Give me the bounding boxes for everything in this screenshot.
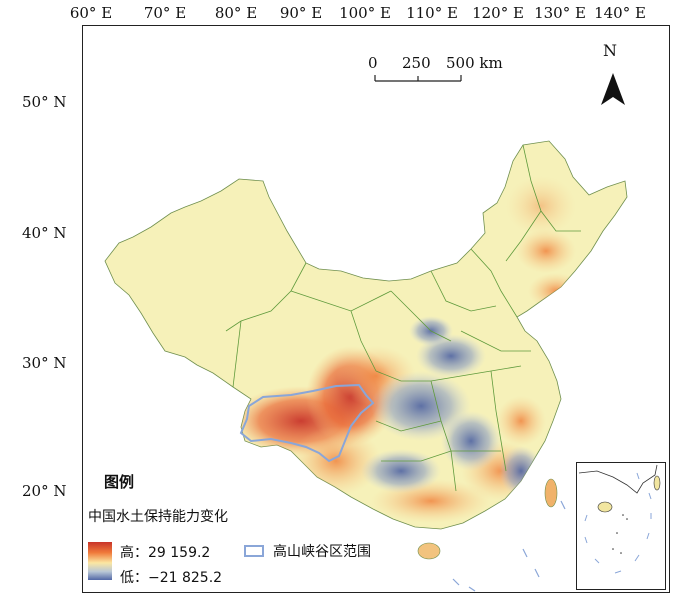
lon-label-120: 120° E: [472, 4, 524, 22]
lon-label-110: 110° E: [406, 4, 458, 22]
lat-label-30: 30° N: [22, 354, 67, 372]
lat-label-50: 50° N: [22, 93, 67, 111]
change-raster: [231, 176, 584, 523]
province-boundaries: [225, 144, 581, 492]
lon-label-80: 80° E: [214, 4, 258, 22]
scale-label-250: 250: [402, 54, 431, 72]
north-label: N: [603, 41, 617, 60]
scale-label-500: 500 km: [446, 54, 503, 72]
legend-subtitle: 中国水土保持能力变化: [88, 509, 228, 525]
map-frame: [82, 25, 670, 593]
ramp-low-label: 低：−21 825.2: [120, 570, 223, 586]
sea-dashes: [452, 500, 566, 592]
south-china-sea-inset: [576, 462, 666, 590]
boundary-label: 高山峡谷区范围: [273, 544, 371, 560]
inset-canvas: [578, 464, 661, 574]
scale-label-0: 0: [368, 54, 378, 72]
lon-label-70: 70° E: [143, 4, 187, 22]
map-canvas: [104, 73, 628, 592]
gorge-region-boundary: [239, 383, 375, 463]
legend-title: 图例: [104, 473, 135, 491]
north-arrow-icon: [601, 73, 625, 105]
lon-label-140: 140° E: [594, 4, 646, 22]
lon-label-130: 130° E: [534, 4, 586, 22]
boundary-swatch: [244, 545, 264, 557]
lat-label-20: 20° N: [22, 482, 67, 500]
lon-label-100: 100° E: [339, 4, 391, 22]
color-ramp: [88, 542, 112, 580]
lon-label-90: 90° E: [279, 4, 323, 22]
ramp-high-label: 高：29 159.2: [120, 545, 211, 561]
lon-label-60: 60° E: [69, 4, 113, 22]
lat-label-40: 40° N: [22, 224, 67, 242]
scale-bar: [374, 75, 462, 82]
hainan-island: [417, 542, 441, 560]
taiwan-island: [544, 478, 558, 508]
